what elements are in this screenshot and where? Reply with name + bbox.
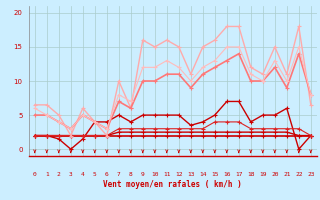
X-axis label: Vent moyen/en rafales ( km/h ): Vent moyen/en rafales ( km/h )	[103, 180, 242, 189]
